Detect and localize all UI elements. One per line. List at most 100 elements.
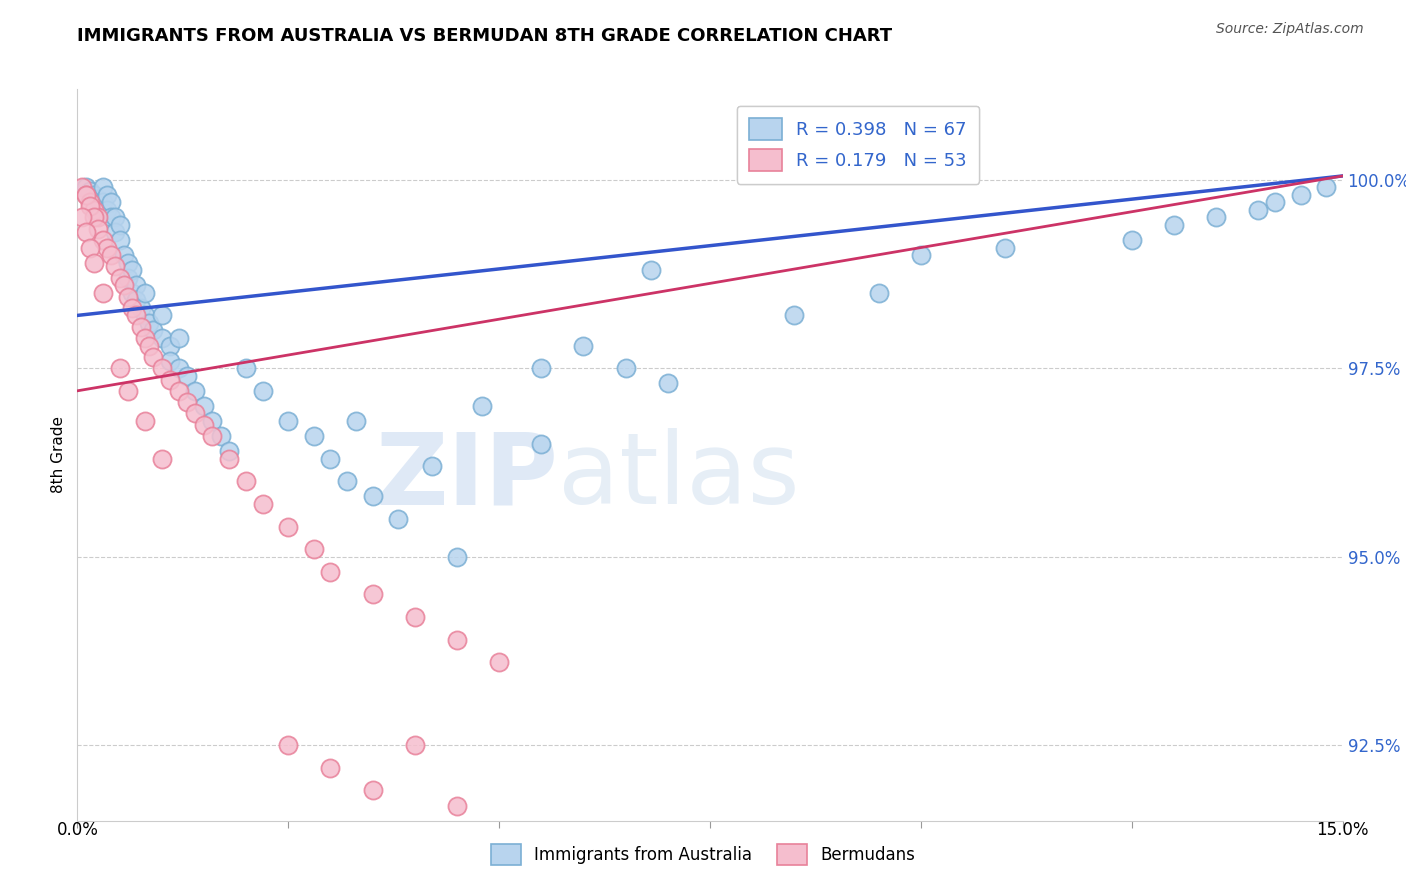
Point <box>167 331 190 345</box>
Point <box>488 655 510 669</box>
Point <box>117 270 139 285</box>
Point <box>100 195 122 210</box>
Point <box>193 417 215 432</box>
Point <box>1205 211 1227 225</box>
Point <box>1247 202 1270 217</box>
Point <box>176 395 198 409</box>
Point <box>361 587 384 601</box>
Point <box>572 338 595 352</box>
Text: 0.0%: 0.0% <box>56 821 98 838</box>
Point <box>125 278 148 293</box>
Text: ZIP: ZIP <box>375 428 558 525</box>
Point <box>70 180 93 194</box>
Point <box>108 218 131 232</box>
Point <box>404 610 426 624</box>
Point <box>994 241 1017 255</box>
Point <box>420 459 443 474</box>
Point <box>87 221 110 235</box>
Point <box>530 436 553 450</box>
Point <box>868 285 890 300</box>
Legend: Immigrants from Australia, Bermudans: Immigrants from Australia, Bermudans <box>481 834 925 875</box>
Point <box>134 331 156 345</box>
Point <box>104 260 127 274</box>
Point <box>138 338 160 352</box>
Point <box>117 255 139 269</box>
Point <box>117 289 139 303</box>
Point <box>129 319 152 334</box>
Point <box>104 226 127 240</box>
Point <box>657 376 679 391</box>
Point <box>184 407 207 421</box>
Point <box>446 632 468 647</box>
Point <box>252 384 274 398</box>
Point <box>1163 218 1185 232</box>
Point <box>83 202 105 217</box>
Point <box>1264 195 1286 210</box>
Point <box>125 309 148 323</box>
Point <box>108 233 131 247</box>
Point <box>79 199 101 213</box>
Point <box>91 180 114 194</box>
Point <box>344 414 367 428</box>
Point <box>252 497 274 511</box>
Point <box>142 350 165 364</box>
Point <box>193 399 215 413</box>
Point <box>446 798 468 813</box>
Point <box>1121 233 1143 247</box>
Y-axis label: 8th Grade: 8th Grade <box>51 417 66 493</box>
Point <box>235 475 257 489</box>
Point <box>96 241 118 255</box>
Point <box>79 195 101 210</box>
Text: 15.0%: 15.0% <box>1316 821 1369 838</box>
Point <box>121 263 143 277</box>
Point <box>96 202 118 217</box>
Point <box>129 301 152 315</box>
Point <box>104 211 127 225</box>
Point <box>277 738 299 752</box>
Point <box>87 192 110 206</box>
Point <box>79 184 101 198</box>
Point <box>361 489 384 503</box>
Point <box>121 301 143 315</box>
Point <box>79 241 101 255</box>
Point <box>235 361 257 376</box>
Text: atlas: atlas <box>558 428 800 525</box>
Point <box>167 384 190 398</box>
Text: Source: ZipAtlas.com: Source: ZipAtlas.com <box>1216 22 1364 37</box>
Point <box>83 255 105 269</box>
Point <box>150 331 173 345</box>
Point <box>100 211 122 225</box>
Point <box>159 353 181 368</box>
Point <box>91 195 114 210</box>
Point <box>640 263 662 277</box>
Point <box>404 738 426 752</box>
Point <box>91 233 114 247</box>
Point <box>75 187 97 202</box>
Point <box>70 211 93 225</box>
Point <box>100 248 122 262</box>
Point <box>83 211 105 225</box>
Point <box>112 248 135 262</box>
Point <box>96 187 118 202</box>
Point <box>108 361 131 376</box>
Point <box>150 309 173 323</box>
Point <box>218 444 240 458</box>
Point <box>319 451 342 466</box>
Point <box>134 309 156 323</box>
Point <box>138 316 160 330</box>
Point <box>117 384 139 398</box>
Point <box>319 761 342 775</box>
Point <box>167 361 190 376</box>
Point <box>112 278 135 293</box>
Point <box>471 399 494 413</box>
Point <box>142 324 165 338</box>
Point <box>91 285 114 300</box>
Point <box>75 226 97 240</box>
Point <box>783 309 806 323</box>
Point <box>302 542 325 557</box>
Point <box>108 270 131 285</box>
Point <box>201 414 224 428</box>
Point <box>83 187 105 202</box>
Point <box>1289 187 1312 202</box>
Point <box>159 338 181 352</box>
